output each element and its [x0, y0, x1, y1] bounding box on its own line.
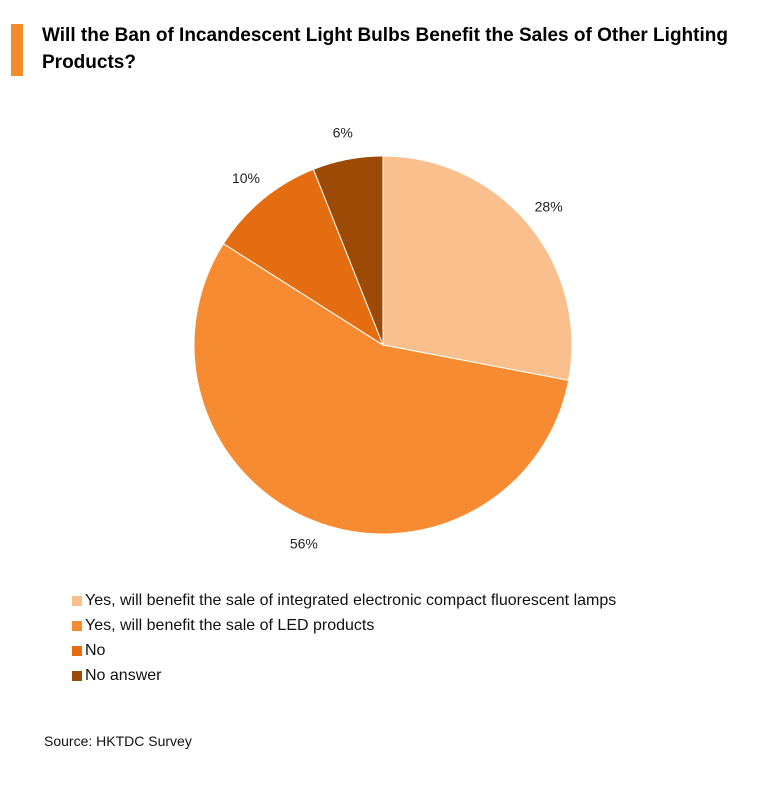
legend-swatch-cfl — [72, 595, 82, 606]
title-accent-bar — [11, 24, 23, 76]
pie-label-no-answer: 6% — [333, 125, 353, 141]
legend-label-no: No — [85, 641, 106, 659]
pie-slice-cfl — [382, 155, 573, 381]
legend-label-cfl: Yes, will benefit the sale of integrated… — [85, 591, 617, 609]
legend-swatch-no — [72, 645, 82, 656]
legend-item-cfl: Yes, will benefit the sale of integrated… — [72, 588, 616, 613]
legend-item-led: Yes, will benefit the sale of LED produc… — [72, 613, 616, 638]
legend-item-no: No — [72, 638, 616, 663]
legend-label-led: Yes, will benefit the sale of LED produc… — [85, 616, 375, 634]
source-note: Source: HKTDC Survey — [44, 733, 192, 749]
legend-item-no-answer: No answer — [72, 663, 616, 688]
legend-label-no-answer: No answer — [85, 666, 162, 684]
chart-title: Will the Ban of Incandescent Light Bulbs… — [42, 25, 728, 73]
legend-swatch-led — [72, 620, 82, 631]
chart-legend: Yes, will benefit the sale of integrated… — [72, 588, 616, 688]
pie-label-no: 10% — [232, 170, 260, 186]
pie-slice-no — [222, 168, 385, 347]
pie-chart: 28% 56% 10% 6% — [193, 125, 573, 552]
pie-slice-no-answer — [312, 155, 384, 346]
legend-swatch-no-answer — [72, 670, 82, 681]
pie-label-led: 56% — [290, 536, 318, 552]
pie-label-cfl: 28% — [535, 199, 563, 215]
pie-slice-led — [193, 243, 570, 535]
